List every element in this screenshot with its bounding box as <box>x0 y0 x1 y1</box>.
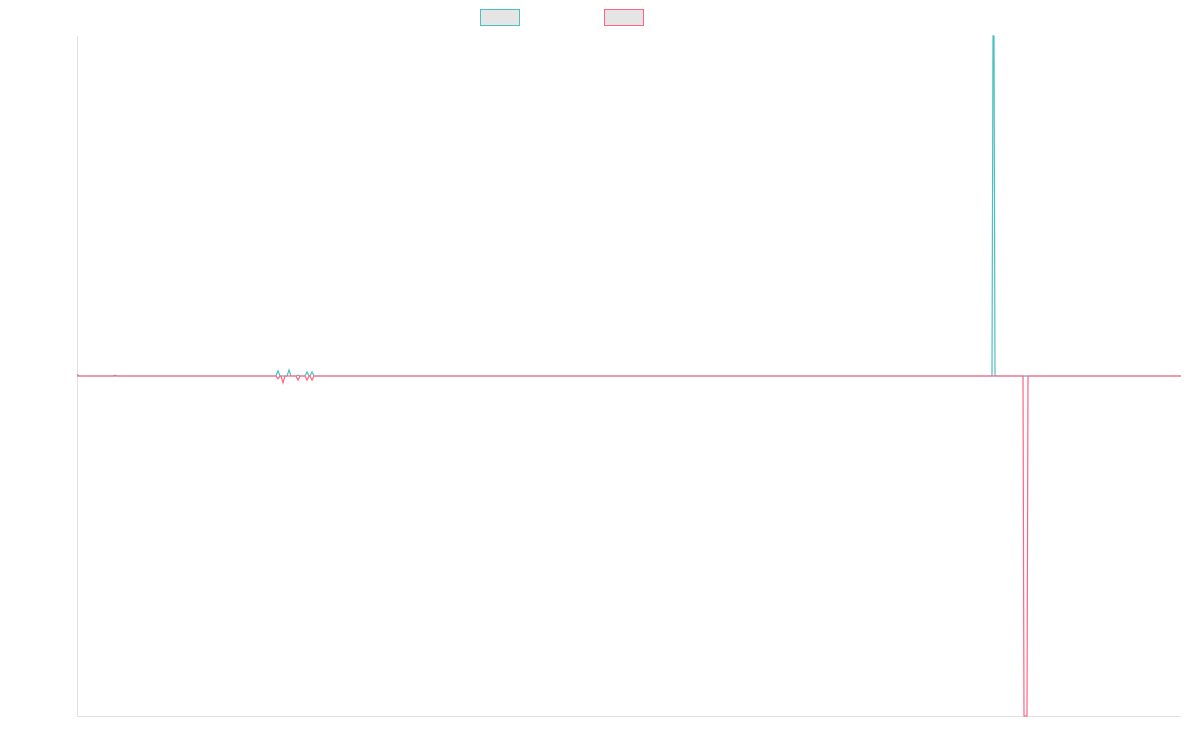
legend-swatch-1[interactable] <box>480 9 520 26</box>
legend <box>480 9 644 26</box>
series-line-2 <box>77 375 1181 717</box>
legend-swatch-2[interactable] <box>604 9 644 26</box>
series-line-1 <box>76 35 1181 377</box>
